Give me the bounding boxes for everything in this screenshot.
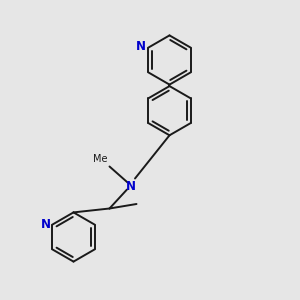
Text: N: N	[125, 179, 136, 193]
Text: N: N	[136, 40, 146, 53]
Text: N: N	[40, 218, 51, 231]
Text: Me: Me	[94, 154, 108, 164]
